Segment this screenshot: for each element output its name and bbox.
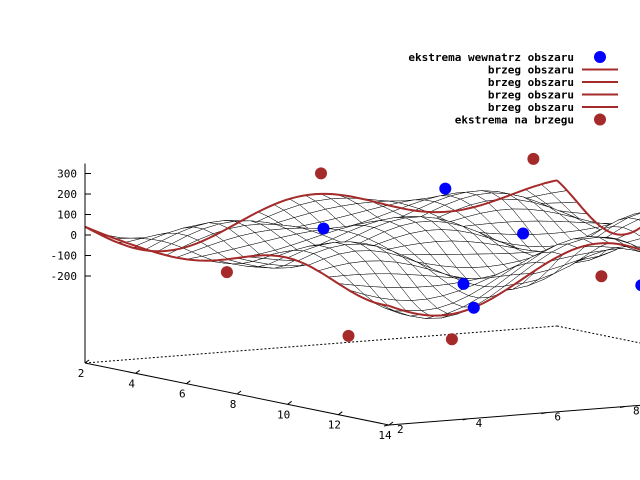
- x-tick-mark: [287, 400, 292, 405]
- x-tick-mark: [186, 380, 191, 385]
- boundary-extremum-point: [315, 167, 327, 180]
- interior-extremum-point: [517, 227, 530, 240]
- y-tick-label: 6: [554, 411, 561, 424]
- legend-label: brzeg obszaru: [488, 101, 574, 114]
- surface-mesh: [84, 180, 640, 319]
- y-tick-label: 8: [633, 405, 640, 418]
- legend-label: brzeg obszaru: [488, 89, 574, 102]
- interior-extremum-point: [457, 277, 470, 290]
- x-tick-label: 4: [128, 377, 135, 390]
- y-back-line: [556, 325, 640, 344]
- x-tick-mark: [135, 369, 140, 374]
- boundary-curves: [84, 179, 640, 317]
- legend-label: ekstrema na brzegu: [455, 114, 574, 127]
- axes: 246810121424681012143002001000-100-200: [51, 163, 640, 442]
- boundary-extremum-point: [527, 152, 540, 165]
- boundary-extremum-point: [595, 270, 608, 283]
- x-back-line: [84, 325, 558, 364]
- z-tick-label: -100: [51, 250, 78, 263]
- x-tick-mark: [236, 390, 242, 395]
- z-tick-label: -200: [51, 270, 78, 283]
- z-tick-label: 0: [70, 229, 77, 242]
- y-tick-mark: [619, 406, 626, 408]
- legend-label: brzeg obszaru: [488, 64, 574, 77]
- y-tick-mark: [541, 412, 547, 415]
- x-tick-label: 8: [230, 398, 237, 411]
- legend-point-marker: [594, 51, 606, 63]
- boundary-curve-1: [84, 225, 390, 307]
- z-tick-label: 300: [57, 168, 77, 181]
- boundary-extremum-point: [445, 333, 458, 346]
- interior-extremum-point: [635, 279, 640, 292]
- legend-label: ekstrema wewnatrz obszaru: [408, 51, 574, 64]
- x-tick-label: 14: [378, 429, 392, 442]
- x-tick-mark: [84, 359, 90, 364]
- interior-extremum-point: [439, 182, 452, 195]
- boundary-extremum-point: [342, 329, 355, 342]
- y-axis-line: [388, 404, 640, 426]
- y-tick-label: 4: [476, 417, 483, 430]
- boundary-curve-2: [388, 242, 640, 317]
- x-tick-mark: [338, 411, 343, 416]
- x-tick-mark: [388, 421, 394, 426]
- interior-extremum-point: [317, 222, 330, 235]
- y-tick-mark: [383, 424, 390, 427]
- extrema-points: [220, 152, 640, 346]
- y-tick-mark: [462, 418, 468, 421]
- x-tick-label: 12: [328, 419, 341, 432]
- y-tick-label: 2: [397, 423, 404, 436]
- legend-label: brzeg obszaru: [488, 76, 574, 89]
- z-tick-label: 200: [57, 188, 77, 201]
- boundary-extremum-point: [220, 266, 233, 279]
- boundary-curve-4: [84, 179, 558, 253]
- x-tick-label: 10: [277, 408, 290, 421]
- interior-extremum-point: [467, 301, 480, 314]
- legend-point-marker: [594, 113, 606, 126]
- boundary-curve-3: [556, 179, 640, 236]
- x-tick-label: 6: [179, 388, 186, 401]
- x-tick-label: 2: [78, 367, 85, 380]
- z-tick-label: 100: [57, 209, 77, 222]
